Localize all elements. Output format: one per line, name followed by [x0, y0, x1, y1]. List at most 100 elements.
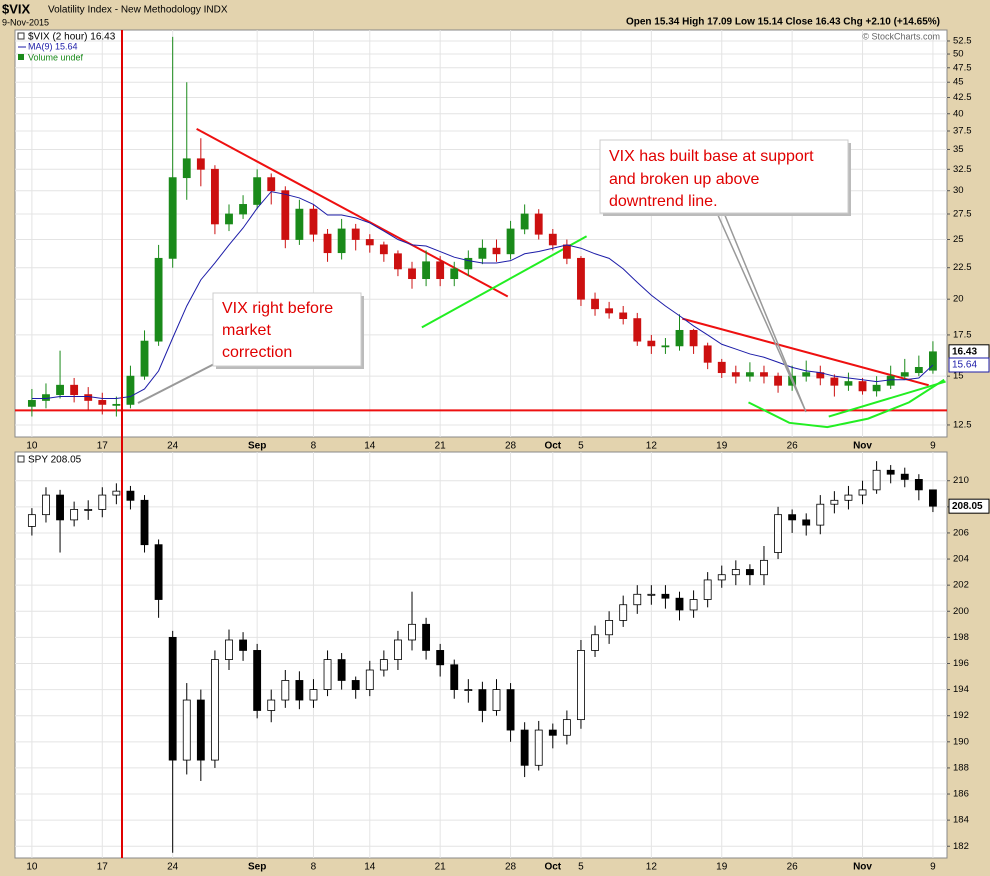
candle-body [239, 204, 247, 215]
candle-body [267, 699, 276, 711]
candle-body [126, 490, 135, 501]
candle-body [675, 329, 684, 347]
candle-body [774, 514, 782, 553]
candle-body [886, 469, 895, 475]
y-tick-label: 200 [953, 606, 969, 617]
candle-body [27, 514, 36, 527]
candle-body [70, 384, 79, 396]
chart-subtitle: Volatility Index - New Methodology INDX [48, 5, 228, 16]
x-tick-label: Nov [853, 441, 872, 452]
candle-body [872, 384, 881, 392]
y-tick-label: 27.5 [953, 209, 972, 220]
x-tick-label: 8 [311, 441, 317, 452]
candle-body [225, 213, 233, 225]
candle-body [281, 680, 290, 701]
y-tick-label: 206 [953, 527, 969, 538]
candle-body [661, 593, 670, 599]
annotation-line: VIX has built base at support [609, 148, 814, 165]
x-tick-label: 24 [167, 441, 179, 452]
candle-body [577, 257, 585, 300]
legend-swatch [18, 54, 24, 60]
y-tick-label: 25 [953, 234, 964, 245]
candle-body [140, 340, 149, 377]
candle-body [914, 367, 923, 374]
candle-body [534, 213, 543, 235]
y-tick-label: 20 [953, 294, 964, 305]
y-tick-label: 184 [953, 815, 969, 826]
candle-body [281, 190, 290, 240]
candle-body [126, 375, 135, 405]
candle-body [900, 473, 909, 480]
candle-body [394, 639, 402, 660]
x-tick-label: 14 [364, 441, 376, 452]
x-tick-label: 28 [505, 441, 517, 452]
candle-body [661, 345, 670, 348]
candle-body [675, 597, 684, 611]
y-tick-label: 198 [953, 632, 969, 643]
candle-body [196, 158, 205, 170]
candle-body [379, 244, 388, 255]
x-tick-label: 8 [311, 862, 317, 873]
legend-entry: MA(9) 15.64 [28, 41, 78, 51]
candle-body [830, 377, 839, 386]
candle-body [379, 659, 388, 671]
y-tick-label: 32.5 [953, 164, 972, 175]
y-tick-label: 194 [953, 684, 969, 695]
trendline [682, 317, 929, 387]
y-tick-label: 47.5 [953, 62, 972, 73]
x-tick-label: 28 [505, 862, 517, 873]
x-tick-label: 26 [787, 441, 799, 452]
candle-body [154, 544, 163, 600]
candle-body [689, 599, 698, 611]
x-tick-label: 12 [646, 441, 658, 452]
y-tick-label: 202 [953, 580, 969, 591]
candle-body [745, 372, 754, 377]
candle-body [112, 403, 121, 406]
candle-body [886, 375, 895, 386]
candle-body [408, 623, 416, 641]
chart-layer: 10 17 24 Sep 8 14 21 28 Oct 5 12 19 26 Nov 9 12.5 15 17.5… [15, 30, 990, 873]
legend-entry: Volume undef [28, 52, 84, 62]
candle-body [802, 519, 811, 526]
candle-body [577, 650, 585, 721]
legend-entry: SPY 208.05 [28, 455, 82, 466]
callout-pointer [137, 359, 223, 404]
candle-body [56, 494, 64, 521]
legend-icon [17, 32, 25, 40]
x-tick-label: 21 [435, 441, 447, 452]
x-tick-label: 9 [930, 862, 936, 873]
price-flag [948, 498, 990, 514]
candle-body [239, 639, 247, 651]
trendline [748, 378, 945, 429]
x-tick-label: 5 [578, 862, 584, 873]
y-tick-label: 30 [953, 185, 964, 196]
spy-plot-area [14, 451, 948, 859]
candle-body [84, 509, 93, 511]
credit: © StockCharts.com [862, 31, 940, 41]
candle-body [703, 579, 712, 600]
x-tick-label: Sep [248, 441, 266, 452]
candle-body [562, 244, 571, 259]
candle-body [506, 228, 515, 255]
price-info: Open 15.34 High 17.09 Low 15.14 Close 16… [626, 17, 940, 28]
candle-body [464, 257, 473, 270]
candle-body [98, 400, 107, 405]
candle-body [605, 308, 614, 314]
candle-body [365, 239, 374, 246]
trendline [828, 380, 946, 418]
candle-body [267, 177, 276, 192]
candle-body [647, 593, 656, 596]
candle-body [253, 650, 262, 711]
candle-body [70, 509, 79, 521]
price-flag [948, 357, 990, 373]
y-tick-label: 42.5 [953, 92, 972, 103]
candle-body [295, 680, 304, 701]
candle-body [478, 247, 487, 259]
candle-body [436, 650, 445, 666]
y-tick-label: 210 [953, 475, 969, 486]
y-tick-label: 190 [953, 736, 969, 747]
x-tick-label: 10 [26, 441, 38, 452]
candle-body [591, 298, 599, 310]
callout-box [212, 292, 362, 367]
candle-body [323, 233, 332, 254]
